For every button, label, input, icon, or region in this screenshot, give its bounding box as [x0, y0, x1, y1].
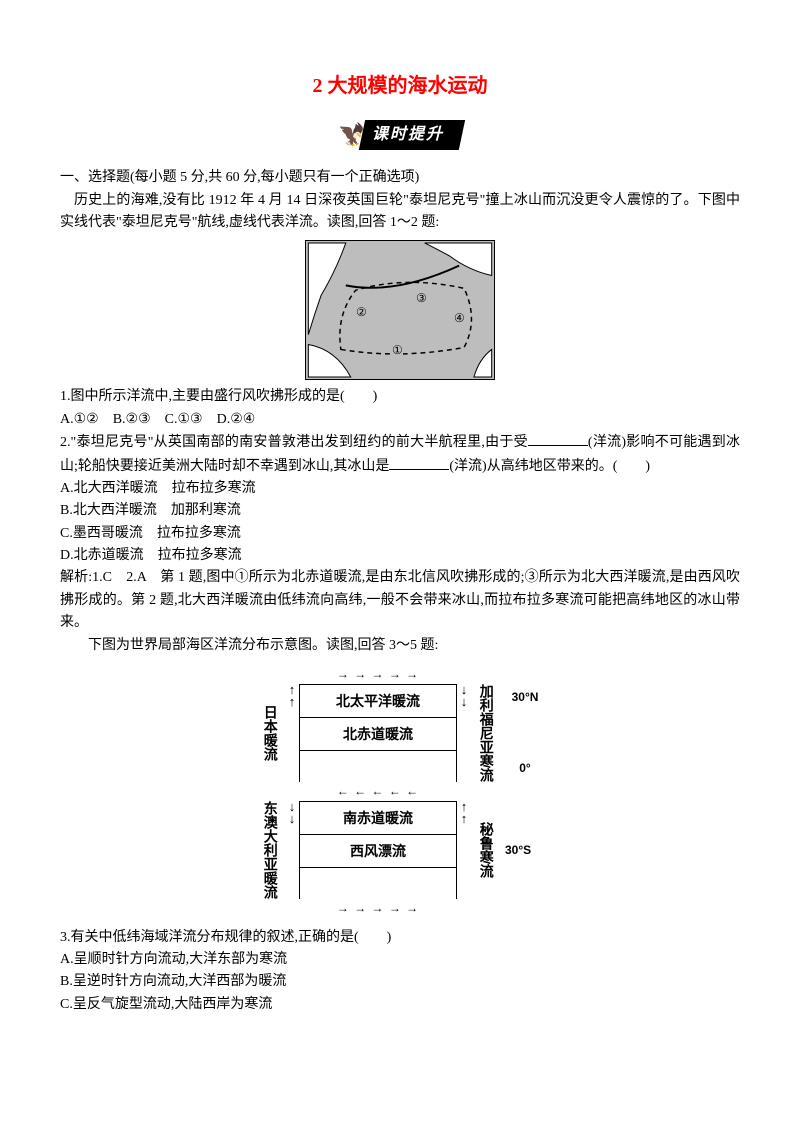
map-label-2: ② [356, 303, 367, 322]
map-label-4: ④ [454, 309, 465, 328]
row-n-equatorial: 北赤道暖流 [300, 717, 456, 751]
lat-30n: 30°N [512, 688, 539, 707]
label-japan: 日本暖流 [255, 684, 285, 782]
titanic-map-figure: ① ② ③ ④ [305, 240, 495, 380]
ocean-current-diagram: → → → → → 日本暖流 ↑ ↑ 北太平洋暖流 北赤道暖流 ↓ ↓ 加利福尼亚寒… [255, 665, 545, 919]
answer-1-2: 解析:1.C 2.A 第 1 题,图中①所示为北赤道暖流,是由东北信风吹拂形成的… [60, 567, 740, 634]
label-california: 加利福尼亚寒流 [471, 684, 501, 782]
q3-option-c: C.呈反气旋型流动,大陆西岸为寒流 [60, 994, 740, 1016]
lat-0: 0° [519, 759, 530, 778]
map-label-3: ③ [416, 289, 427, 308]
banner-text: 课时提升 [372, 122, 444, 148]
banner: 🦅 课时提升 [60, 117, 740, 152]
row-s-equatorial: 南赤道暖流 [300, 801, 456, 834]
row-kuroshio: 北太平洋暖流 [300, 684, 456, 717]
question-1-options: A.①② B.②③ C.①③ D.②④ [60, 409, 740, 431]
q2-option-c: C.墨西哥暖流 拉布拉多寒流 [60, 523, 740, 545]
blank-2 [389, 455, 449, 470]
question-3: 3.有关中低纬海域洋流分布规律的叙述,正确的是( ) [60, 927, 740, 949]
label-east-australia: 东澳大利亚暖流 [255, 801, 285, 899]
stem-1-2: 历史上的海难,没有比 1912 年 4 月 14 日深夜英国巨轮"泰坦尼克号"撞… [60, 190, 740, 235]
section-heading: 一、选择题(每小题 5 分,共 60 分,每小题只有一个正确选项) [60, 167, 740, 189]
q2-part-c: (洋流)从高纬地区带来的。( ) [449, 459, 650, 474]
arrow-up-r2: ↑ [461, 811, 468, 826]
blank-1 [528, 431, 588, 446]
q2-part-a: 2."泰坦尼克号"从英国南部的南安普敦港出发到纽约的前大半航程里,由于受 [60, 435, 528, 450]
arrow-row-bottom: → → → → → [299, 899, 457, 918]
stem-3-5: 下图为世界局部海区洋流分布示意图。读图,回答 3～5 题: [60, 635, 740, 657]
arrow-row-mid: ← ← ← ← ← [299, 782, 457, 801]
label-peru: 秘鲁寒流 [471, 801, 501, 899]
q3-option-b: B.呈逆时针方向流动,大洋西部为暖流 [60, 971, 740, 993]
question-1: 1.图中所示洋流中,主要由盛行风吹拂形成的是( ) [60, 386, 740, 408]
q2-option-b: B.北大西洋暖流 加那利寒流 [60, 500, 740, 522]
map-label-1: ① [392, 341, 403, 360]
page-title: 2 大规模的海水运动 [60, 70, 740, 102]
lat-30s: 30°S [505, 841, 531, 860]
arrow-up-l2: ↑ [289, 694, 296, 709]
q2-option-d: D.北赤道暖流 拉布拉多寒流 [60, 545, 740, 567]
q3-option-a: A.呈顺时针方向流动,大洋东部为寒流 [60, 949, 740, 971]
question-2: 2."泰坦尼克号"从英国南部的南安普敦港出发到纽约的前大半航程里,由于受 (洋流)… [60, 431, 740, 478]
q2-option-a: A.北大西洋暖流 拉布拉多寒流 [60, 478, 740, 500]
arrow-dn-l2: ↓ [289, 811, 296, 826]
arrow-dn-r2: ↓ [461, 694, 468, 709]
row-westwind: 西风漂流 [300, 834, 456, 868]
arrow-row-top: → → → → → [299, 665, 457, 684]
